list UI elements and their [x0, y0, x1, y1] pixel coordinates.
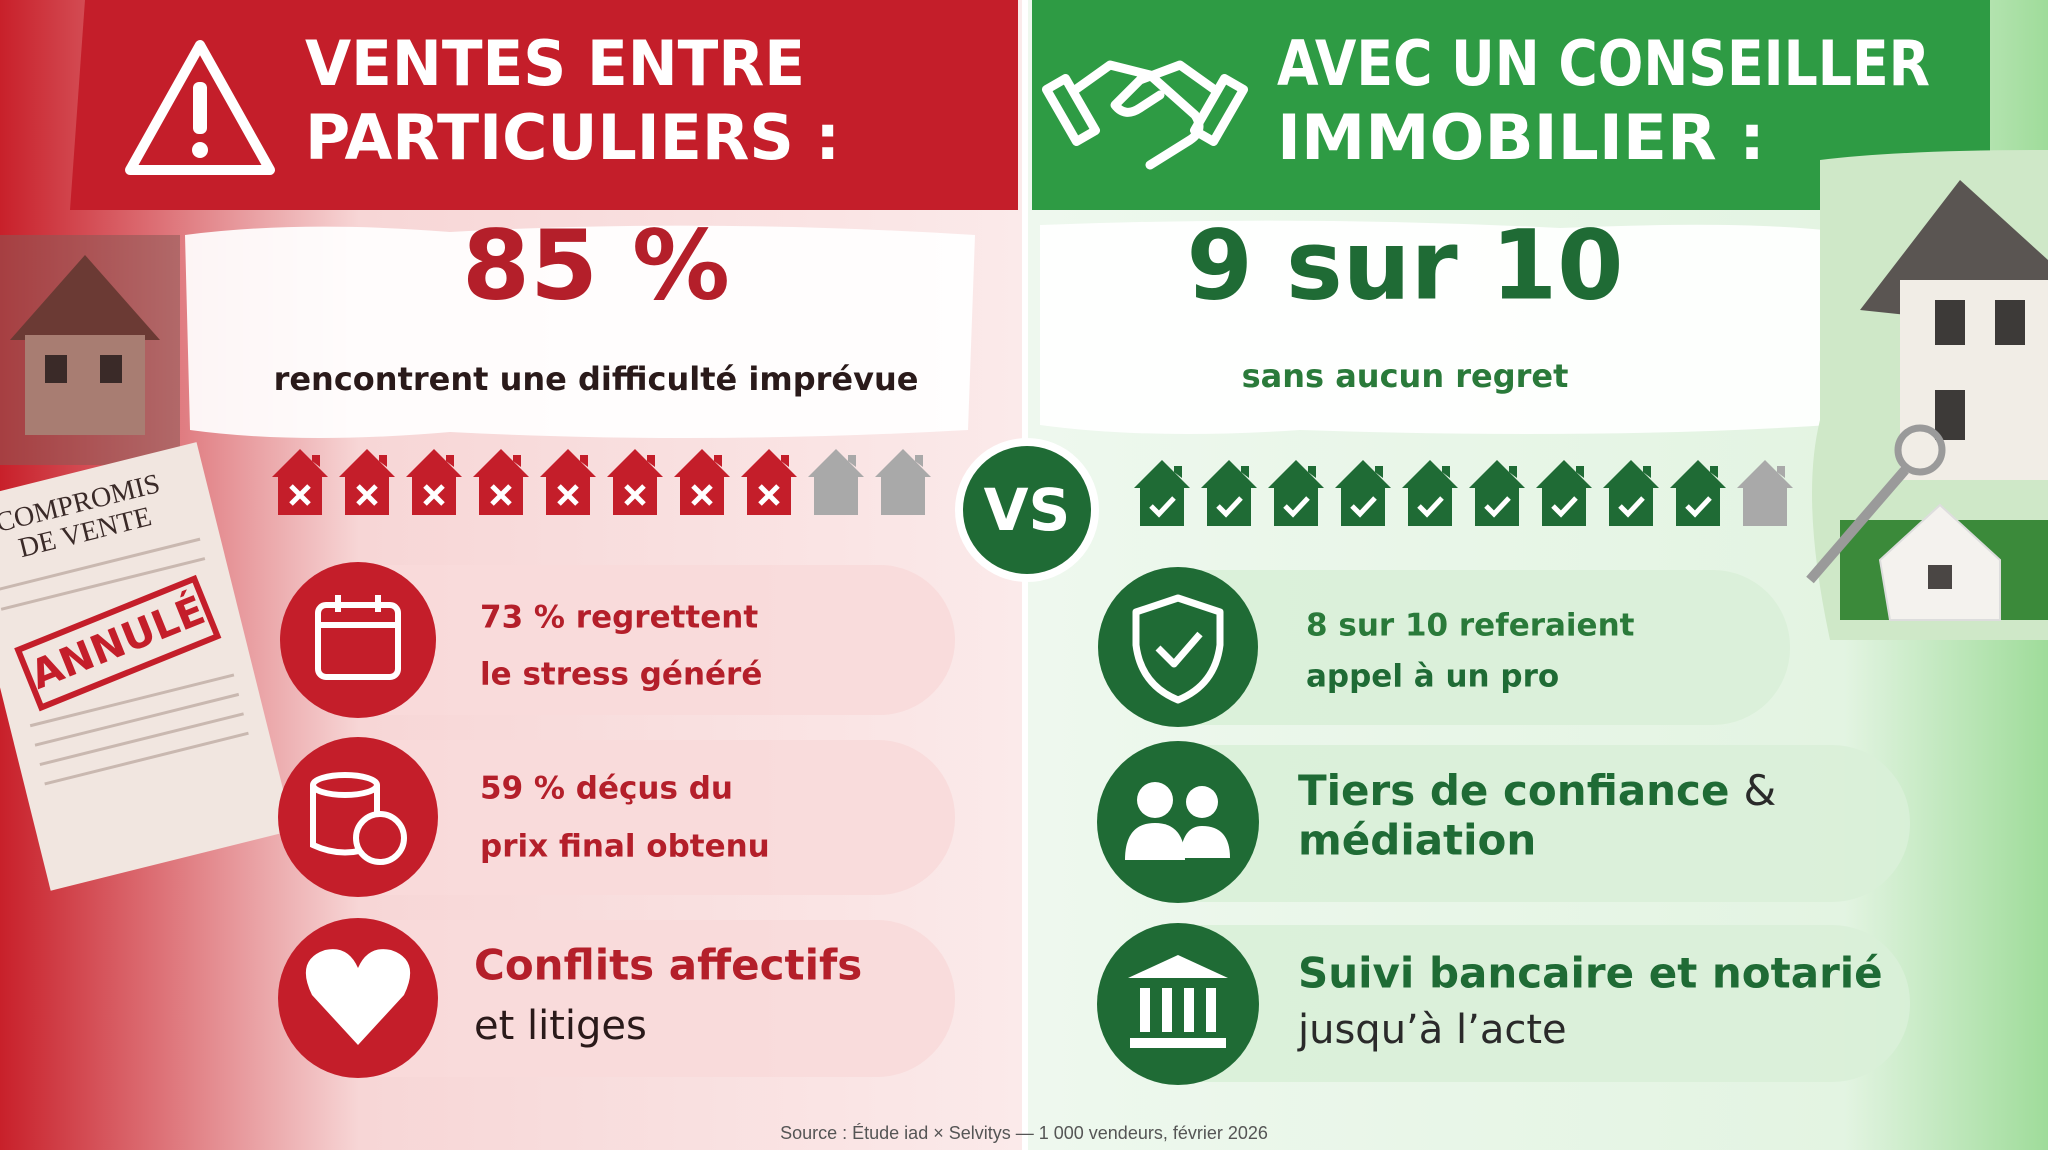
check-mark [1685, 496, 1712, 518]
left-card [185, 225, 975, 439]
heart-glyph [305, 949, 411, 1045]
item-text: prix final obtenu [480, 829, 770, 865]
left-house-row [272, 449, 931, 515]
item-text: Tiers de confiance & [1298, 766, 1776, 815]
item-text: Tiers de confiance [1298, 766, 1729, 815]
people-icon [1097, 741, 1259, 903]
cross-mark [557, 484, 579, 506]
bank-icon [1097, 923, 1259, 1085]
left-title: PARTICULIERS : [305, 101, 840, 174]
item-text: médiation [1298, 816, 1536, 865]
left-stat: 85 % [462, 209, 730, 321]
house-photo [1806, 150, 2048, 640]
calendar-icon [280, 562, 436, 718]
warning-mark [193, 82, 207, 134]
warning-icon [125, 40, 275, 175]
left-item [290, 920, 955, 1077]
cross-mark [423, 484, 445, 506]
vs-badge [955, 438, 1099, 582]
warning-dot [192, 142, 208, 158]
cross-mark [356, 484, 378, 506]
item-text: appel à un pro [1306, 659, 1559, 695]
icon-glyph [1132, 594, 1224, 704]
cross-mark [758, 484, 780, 506]
icon-glyph [1125, 782, 1230, 1048]
handshake-icon [1041, 60, 1249, 170]
icon-glyph [310, 595, 407, 865]
right-caption: sans aucun regret [1242, 357, 1569, 395]
left-header [70, 0, 1018, 210]
check-mark [1283, 496, 1310, 518]
right-card [1040, 220, 1840, 434]
item-text: 73 % regrettent [480, 600, 758, 636]
right-title: AVEC UN CONSEILLER [1277, 27, 1930, 100]
shield-icon [1098, 567, 1258, 727]
vs-label: VS [984, 476, 1071, 544]
item-text: Conflits affectifs [474, 941, 862, 990]
check-mark [1216, 496, 1243, 518]
cross-mark [289, 484, 311, 506]
right-item [1110, 925, 1910, 1082]
left-item [290, 565, 955, 715]
item-text: & [1743, 766, 1776, 815]
source: Source : Étude iad × Selvitys — 1 000 ve… [780, 1123, 1268, 1143]
check-mark [1618, 496, 1645, 518]
check-mark [1149, 496, 1176, 518]
right-house-row [1134, 460, 1793, 526]
right-stat: 9 sur 10 [1187, 209, 1624, 321]
item-text: 8 sur 10 referaient [1306, 608, 1635, 644]
item-text: jusqu’à l’acte [1297, 1007, 1567, 1053]
check-mark [1417, 496, 1444, 518]
cross-mark [624, 484, 646, 506]
right-title: IMMOBILIER : [1277, 101, 1765, 174]
right-item [1110, 570, 1790, 725]
left-title: VENTES ENTRE [305, 27, 805, 100]
check-mark [1551, 496, 1578, 518]
item-text: le stress généré [480, 657, 762, 693]
house-photo [0, 235, 180, 465]
contract-document: COMPROMIS DE VENTE ANNULÉ [0, 442, 294, 891]
cross-mark [490, 484, 512, 506]
coins-icon [278, 737, 438, 897]
item-text: Suivi bancaire et notarié [1298, 949, 1883, 998]
cross-mark [691, 484, 713, 506]
left-item [290, 740, 955, 895]
left-caption: rencontrent une difficulté imprévue [274, 360, 919, 398]
item-text: et litiges [474, 1003, 647, 1049]
right-item [1110, 745, 1910, 902]
check-mark [1484, 496, 1511, 518]
right-header [1032, 0, 1990, 210]
item-text: 59 % déçus du [480, 771, 733, 807]
check-mark [1350, 496, 1377, 518]
